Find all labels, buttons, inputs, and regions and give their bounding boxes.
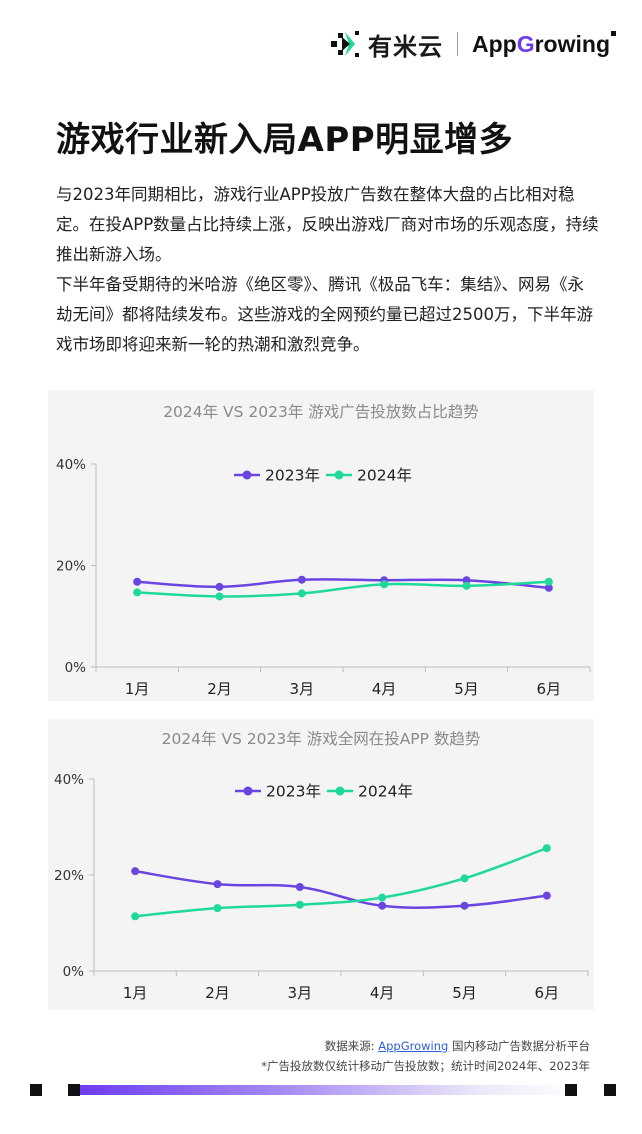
data-point <box>378 901 387 910</box>
source-suffix: 国内移动广告数据分析平台 <box>448 1039 590 1053</box>
x-tick-label: 1月 <box>125 680 150 698</box>
intro-text: 与2023年同期相比，游戏行业APP投放广告数在整体大盘的占比相对稳定。在投AP… <box>56 180 600 360</box>
data-point <box>215 582 224 591</box>
legend-label: 2023年 <box>265 467 320 485</box>
x-tick-label: 4月 <box>370 984 395 1002</box>
data-point <box>215 592 224 601</box>
data-point <box>460 874 469 883</box>
brand-dot-icon <box>611 30 616 36</box>
data-point <box>133 577 142 586</box>
chart-title: 2024年 VS 2023年 游戏广告投放数占比趋势 <box>163 403 479 421</box>
data-point <box>297 589 306 598</box>
stat-note: *广告投放数仅统计移动广告投放数；统计时间2024年、2023年 <box>261 1059 590 1073</box>
data-point <box>462 581 471 590</box>
brand-en-prefix: App <box>472 30 517 57</box>
data-point <box>378 893 387 902</box>
y-tick-label: 20% <box>56 559 86 575</box>
x-tick-label: 2月 <box>207 680 232 698</box>
data-point <box>297 575 306 584</box>
legend-label: 2023年 <box>266 783 321 801</box>
footnotes: 数据来源: AppGrowing 国内移动广告数据分析平台 *广告投放数仅统计移… <box>261 1036 590 1076</box>
data-point <box>131 912 140 921</box>
brand-en-g: G <box>516 30 535 57</box>
legend-label: 2024年 <box>357 467 412 485</box>
x-tick-label: 3月 <box>290 680 315 698</box>
x-tick-label: 1月 <box>123 984 148 1002</box>
page-title: 游戏行业新入局APP明显增多 <box>56 120 514 160</box>
active-app-trend-chart: 2024年 VS 2023年 游戏全网在投APP 数趋势 0% 20% 40% 1月 2月… <box>48 719 594 1010</box>
x-tick-label: 2月 <box>205 984 230 1002</box>
legend-marker <box>242 470 252 480</box>
y-tick-label: 20% <box>54 868 84 884</box>
footer-square-icon <box>30 1084 42 1096</box>
header: 有米云 AppGrowing <box>328 26 616 62</box>
series-line <box>137 578 549 590</box>
data-point <box>544 583 553 592</box>
x-tick-label: 6月 <box>537 680 562 698</box>
x-tick-label: 5月 <box>454 680 479 698</box>
data-point <box>213 904 222 913</box>
intro-paragraph-1: 与2023年同期相比，游戏行业APP投放广告数在整体大盘的占比相对稳定。在投AP… <box>56 185 599 264</box>
data-point <box>544 577 553 586</box>
data-point <box>133 588 142 597</box>
y-tick-label: 40% <box>56 457 86 473</box>
data-point <box>542 891 551 900</box>
x-tick-label: 5月 <box>452 984 477 1002</box>
youmi-logo-icon <box>331 31 359 57</box>
source-link[interactable]: AppGrowing <box>378 1039 449 1053</box>
footer-square-icon <box>604 1084 616 1096</box>
intro-paragraph-2: 下半年备受期待的米哈游《绝区零》、腾讯《极品飞车：集结》、网易《永劫无间》都将陆… <box>56 275 593 354</box>
source-line: 数据来源: AppGrowing 国内移动广告数据分析平台 <box>261 1036 590 1056</box>
legend-label: 2024年 <box>358 783 413 801</box>
brand-en: AppGrowing <box>472 30 616 58</box>
brand-cn: 有米云 <box>368 32 443 61</box>
footer-decoration <box>30 1084 616 1096</box>
data-point <box>295 900 304 909</box>
legend-marker <box>334 470 344 480</box>
data-point <box>295 883 304 891</box>
footer-gradient-bar <box>80 1085 580 1095</box>
series-line <box>135 846 548 918</box>
brand-divider <box>457 32 458 56</box>
data-point <box>460 901 469 910</box>
brand-en-suffix: rowing <box>534 30 610 57</box>
footer-square-icon <box>565 1084 577 1096</box>
series-line <box>134 869 547 909</box>
data-point <box>380 580 389 589</box>
x-tick-label: 6月 <box>535 984 560 1002</box>
legend-marker <box>243 786 253 796</box>
chart-title: 2024年 VS 2023年 游戏全网在投APP 数趋势 <box>162 730 481 748</box>
active-app-trend-chart-svg: 2024年 VS 2023年 游戏全网在投APP 数趋势 0% 20% 40% 1月 2月… <box>54 730 589 1002</box>
series-line <box>137 580 549 598</box>
data-point <box>213 880 222 889</box>
data-point <box>542 844 551 853</box>
x-tick-label: 4月 <box>372 680 397 698</box>
ad-share-trend-chart: 2024年 VS 2023年 游戏广告投放数占比趋势 0% 20% 40% 1月 2月 3月… <box>48 390 594 701</box>
data-point <box>131 867 140 876</box>
ad-share-trend-chart-svg: 2024年 VS 2023年 游戏广告投放数占比趋势 0% 20% 40% 1月 2月 3月… <box>56 403 591 698</box>
y-tick-label: 0% <box>65 660 87 676</box>
source-prefix: 数据来源: <box>324 1039 379 1053</box>
legend-marker <box>335 786 345 796</box>
x-tick-label: 3月 <box>288 984 313 1002</box>
y-tick-label: 40% <box>54 772 84 788</box>
data-point <box>462 576 471 585</box>
y-tick-label: 0% <box>63 964 85 980</box>
footer-square-icon <box>68 1084 80 1096</box>
